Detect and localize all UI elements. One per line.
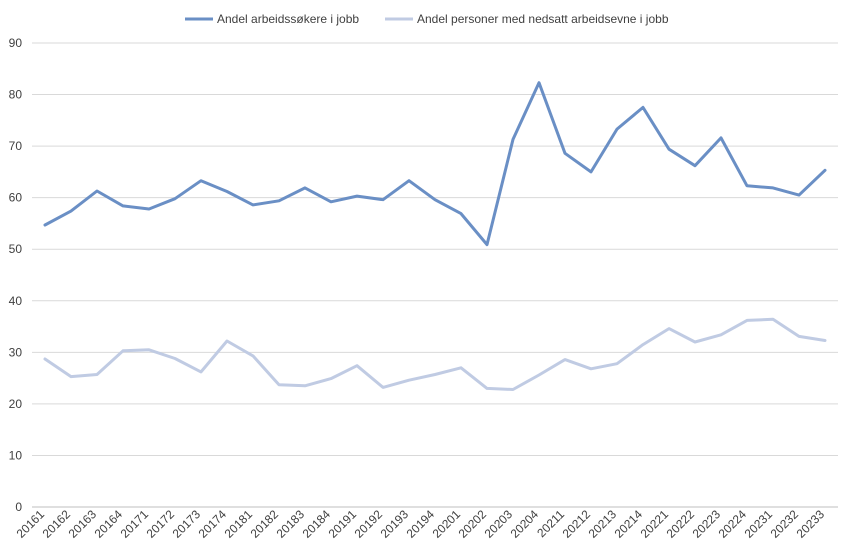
y-tick-label: 70 [9,139,23,153]
x-tick-label: 20171 [118,507,152,541]
y-tick-label: 80 [9,88,23,102]
x-tick-label: 20213 [586,507,620,541]
x-axis: 2016120162201632016420171201722017320174… [14,507,828,541]
series-lines [43,81,827,391]
y-tick-label: 10 [9,448,23,462]
x-tick-label: 20224 [716,507,750,541]
x-tick-label: 20181 [222,507,256,541]
y-tick-label: 60 [9,191,23,205]
x-tick-label: 20172 [144,507,178,541]
series-line-2 [43,317,827,391]
x-tick-label: 20223 [690,507,724,541]
y-tick-label: 40 [9,294,23,308]
x-tick-label: 20183 [274,507,308,541]
x-tick-label: 20202 [456,507,490,541]
x-tick-label: 20231 [742,507,776,541]
gridlines [32,42,838,508]
x-tick-label: 20184 [300,507,334,541]
x-tick-label: 20174 [196,507,230,541]
x-tick-label: 20194 [404,507,438,541]
y-tick-label: 90 [9,36,23,50]
y-tick-label: 30 [9,345,23,359]
x-tick-label: 20212 [560,507,594,541]
x-tick-label: 20214 [612,507,646,541]
x-tick-label: 20201 [430,507,464,541]
series-line-1 [43,81,827,247]
x-tick-label: 20233 [794,507,828,541]
x-tick-label: 20232 [768,507,802,541]
legend-label-series-2: Andel personer med nedsatt arbeidsevne i… [417,12,669,26]
x-tick-label: 20162 [40,507,74,541]
x-tick-label: 20222 [664,507,698,541]
x-tick-label: 20204 [508,507,542,541]
y-tick-label: 20 [9,397,23,411]
x-tick-label: 20182 [248,507,282,541]
legend-label-series-1: Andel arbeidssøkere i jobb [217,12,359,26]
y-axis: 0 10 20 30 40 50 60 70 80 90 [9,36,23,514]
x-tick-label: 20163 [66,507,100,541]
x-tick-label: 20192 [352,507,386,541]
x-tick-label: 20164 [92,507,126,541]
x-tick-label: 20193 [378,507,412,541]
x-tick-label: 20203 [482,507,516,541]
x-tick-label: 20191 [326,507,360,541]
y-tick-label: 0 [15,500,22,514]
legend: Andel arbeidssøkere i jobb Andel persone… [185,12,669,26]
x-tick-label: 20221 [638,507,672,541]
x-tick-label: 20211 [534,507,567,540]
y-tick-label: 50 [9,242,23,256]
x-tick-label: 20173 [170,507,204,541]
